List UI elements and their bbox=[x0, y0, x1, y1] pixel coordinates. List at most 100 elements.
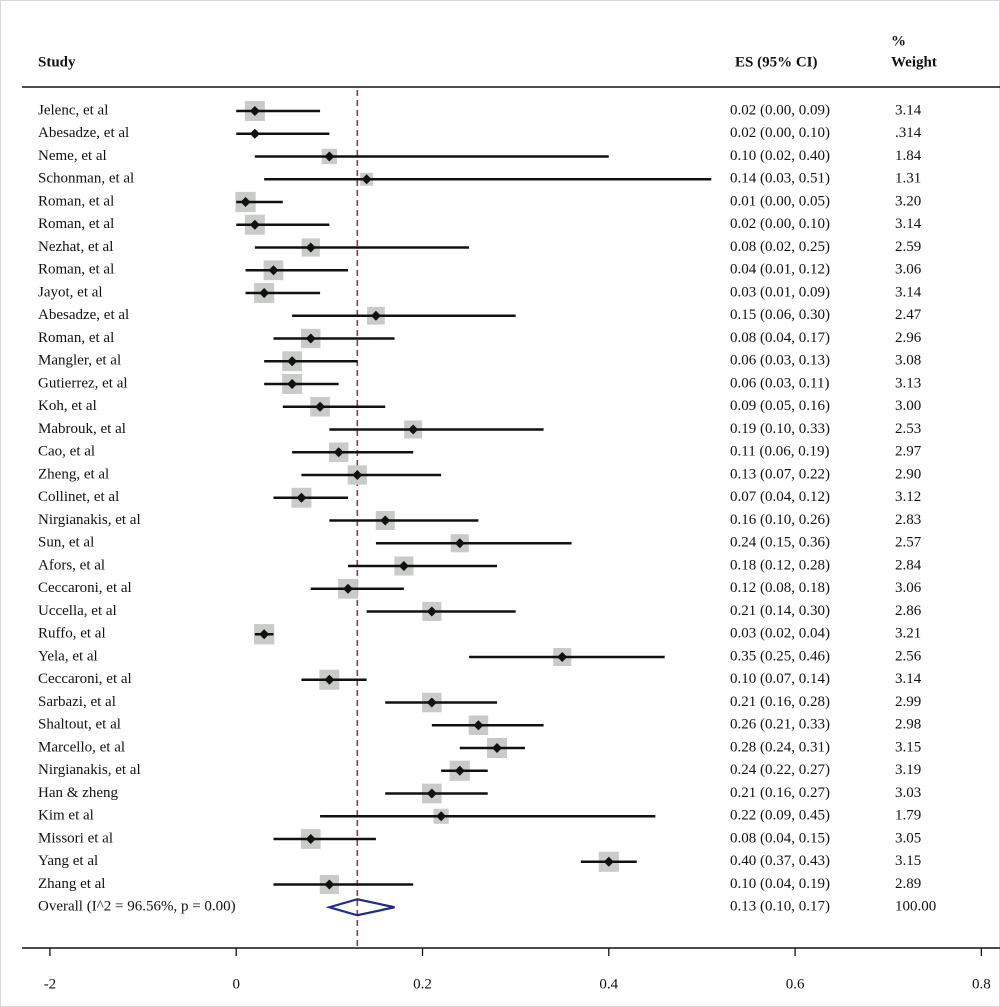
point-estimate bbox=[454, 765, 465, 776]
ci-label: 0.06 (0.03, 0.13) bbox=[730, 353, 830, 369]
weight-label: 3.00 bbox=[895, 398, 921, 414]
study-name: Sun, et al bbox=[38, 535, 94, 551]
weight-label: 2.47 bbox=[895, 307, 922, 323]
weight-label: 2.56 bbox=[895, 648, 922, 664]
study-name: Mangler, et al bbox=[38, 353, 121, 369]
weight-label: 3.15 bbox=[895, 853, 921, 869]
weight-label: 3.08 bbox=[895, 353, 921, 369]
study-name: Ceccaroni, et al bbox=[38, 580, 132, 596]
study-name: Yela, et al bbox=[38, 648, 98, 664]
weight-label: 2.96 bbox=[895, 330, 922, 346]
weight-label: 2.57 bbox=[895, 535, 922, 551]
ci-label: 0.02 (0.00, 0.09) bbox=[730, 102, 830, 118]
point-estimate bbox=[305, 333, 316, 344]
point-estimate bbox=[305, 834, 316, 844]
point-estimate bbox=[296, 492, 307, 503]
point-estimate bbox=[603, 856, 614, 867]
study-name: Zhang et al bbox=[38, 876, 105, 892]
ci-label: 0.09 (0.05, 0.16) bbox=[730, 398, 830, 414]
weight-label: 3.21 bbox=[895, 626, 921, 642]
study-name: Nirgianakis, et al bbox=[38, 762, 141, 778]
weight-label: 3.19 bbox=[895, 762, 921, 778]
weight-label: 3.13 bbox=[895, 375, 921, 391]
weight-label: 100.00 bbox=[895, 899, 936, 915]
weight-header: Weight bbox=[891, 54, 937, 70]
ci-label: 0.21 (0.14, 0.30) bbox=[730, 603, 830, 619]
weight-header-top: % bbox=[891, 33, 906, 49]
study-name: Neme, et al bbox=[38, 148, 107, 164]
point-estimate bbox=[249, 128, 260, 139]
point-estimate bbox=[492, 743, 503, 753]
weight-label: 3.05 bbox=[895, 830, 921, 846]
ci-label: 0.12 (0.08, 0.18) bbox=[730, 580, 830, 596]
ci-label: 0.40 (0.37, 0.43) bbox=[730, 853, 830, 869]
study-name: Missori et al bbox=[38, 830, 113, 846]
ci-label: 0.08 (0.04, 0.17) bbox=[730, 330, 830, 346]
weight-label: 2.86 bbox=[895, 603, 922, 619]
point-estimate bbox=[287, 356, 298, 367]
study-name: Roman, et al bbox=[38, 330, 114, 346]
point-estimate bbox=[240, 197, 251, 207]
x-tick-label: 0.4 bbox=[599, 976, 618, 992]
ci-label: 0.10 (0.02, 0.40) bbox=[730, 148, 830, 164]
weight-label: 2.97 bbox=[895, 444, 922, 460]
ci-label: 0.07 (0.04, 0.12) bbox=[730, 489, 830, 505]
point-estimate bbox=[426, 788, 437, 799]
ci-label: 0.16 (0.10, 0.26) bbox=[730, 512, 830, 528]
point-estimate bbox=[305, 242, 316, 253]
ci-label: 0.15 (0.06, 0.30) bbox=[730, 307, 830, 323]
ci-label: 0.26 (0.21, 0.33) bbox=[730, 717, 830, 733]
ci-label: 0.08 (0.04, 0.15) bbox=[730, 830, 830, 846]
point-estimate bbox=[473, 720, 484, 731]
study-name: Roman, et al bbox=[38, 262, 114, 278]
study-name: Cao, et al bbox=[38, 444, 95, 460]
weight-label: 1.84 bbox=[895, 148, 922, 164]
study-name: Nirgianakis, et al bbox=[38, 512, 141, 528]
study-name: Nezhat, et al bbox=[38, 239, 113, 255]
ci-label: 0.21 (0.16, 0.28) bbox=[730, 694, 830, 710]
study-name: Sarbazi, et al bbox=[38, 694, 116, 710]
point-estimate bbox=[426, 606, 437, 617]
point-estimate bbox=[398, 561, 409, 571]
ci-label: 0.03 (0.02, 0.04) bbox=[730, 626, 830, 642]
study-name: Jayot, et al bbox=[38, 284, 103, 300]
ci-label: 0.02 (0.00, 0.10) bbox=[730, 216, 830, 232]
study-name: Han & zheng bbox=[38, 785, 118, 801]
weight-label: 3.14 bbox=[895, 284, 922, 300]
point-estimate bbox=[324, 674, 335, 685]
weight-label: 3.15 bbox=[895, 739, 921, 755]
ci-label: 0.01 (0.00, 0.05) bbox=[730, 193, 830, 209]
ci-label: 0.24 (0.22, 0.27) bbox=[730, 762, 830, 778]
ci-label: 0.13 (0.10, 0.17) bbox=[730, 899, 830, 915]
weight-label: 3.20 bbox=[895, 193, 921, 209]
study-name: Afors, et al bbox=[38, 557, 105, 573]
point-estimate bbox=[557, 652, 568, 662]
study-name: Shaltout, et al bbox=[38, 717, 121, 733]
point-estimate bbox=[249, 106, 260, 116]
weight-label: 2.90 bbox=[895, 466, 921, 482]
weight-label: 2.59 bbox=[895, 239, 921, 255]
x-tick-label: -2 bbox=[44, 976, 57, 992]
ci-label: 0.14 (0.03, 0.51) bbox=[730, 171, 830, 187]
weight-label: 2.99 bbox=[895, 694, 921, 710]
point-estimate bbox=[287, 379, 298, 389]
weight-label: 3.12 bbox=[895, 489, 921, 505]
study-name: Jelenc, et al bbox=[38, 102, 108, 118]
ci-label: 0.03 (0.01, 0.09) bbox=[730, 284, 830, 300]
weight-label: 2.83 bbox=[895, 512, 921, 528]
weight-label: 3.14 bbox=[895, 102, 922, 118]
weight-label: .314 bbox=[895, 125, 922, 141]
ci-label: 0.35 (0.25, 0.46) bbox=[730, 648, 830, 664]
point-estimate bbox=[454, 538, 465, 549]
study-name: Schonman, et al bbox=[38, 171, 134, 187]
point-estimate bbox=[426, 697, 437, 708]
study-header: Study bbox=[38, 54, 76, 70]
overall-name: Overall (I^2 = 96.56%, p = 0.00) bbox=[38, 899, 236, 915]
weight-label: 1.31 bbox=[895, 171, 921, 187]
weight-label: 2.89 bbox=[895, 876, 921, 892]
study-name: Koh, et al bbox=[38, 398, 97, 414]
study-name: Collinet, et al bbox=[38, 489, 119, 505]
study-name: Abesadze, et al bbox=[38, 125, 129, 141]
study-name: Marcello, et al bbox=[38, 739, 125, 755]
study-name: Yang et al bbox=[38, 853, 98, 869]
